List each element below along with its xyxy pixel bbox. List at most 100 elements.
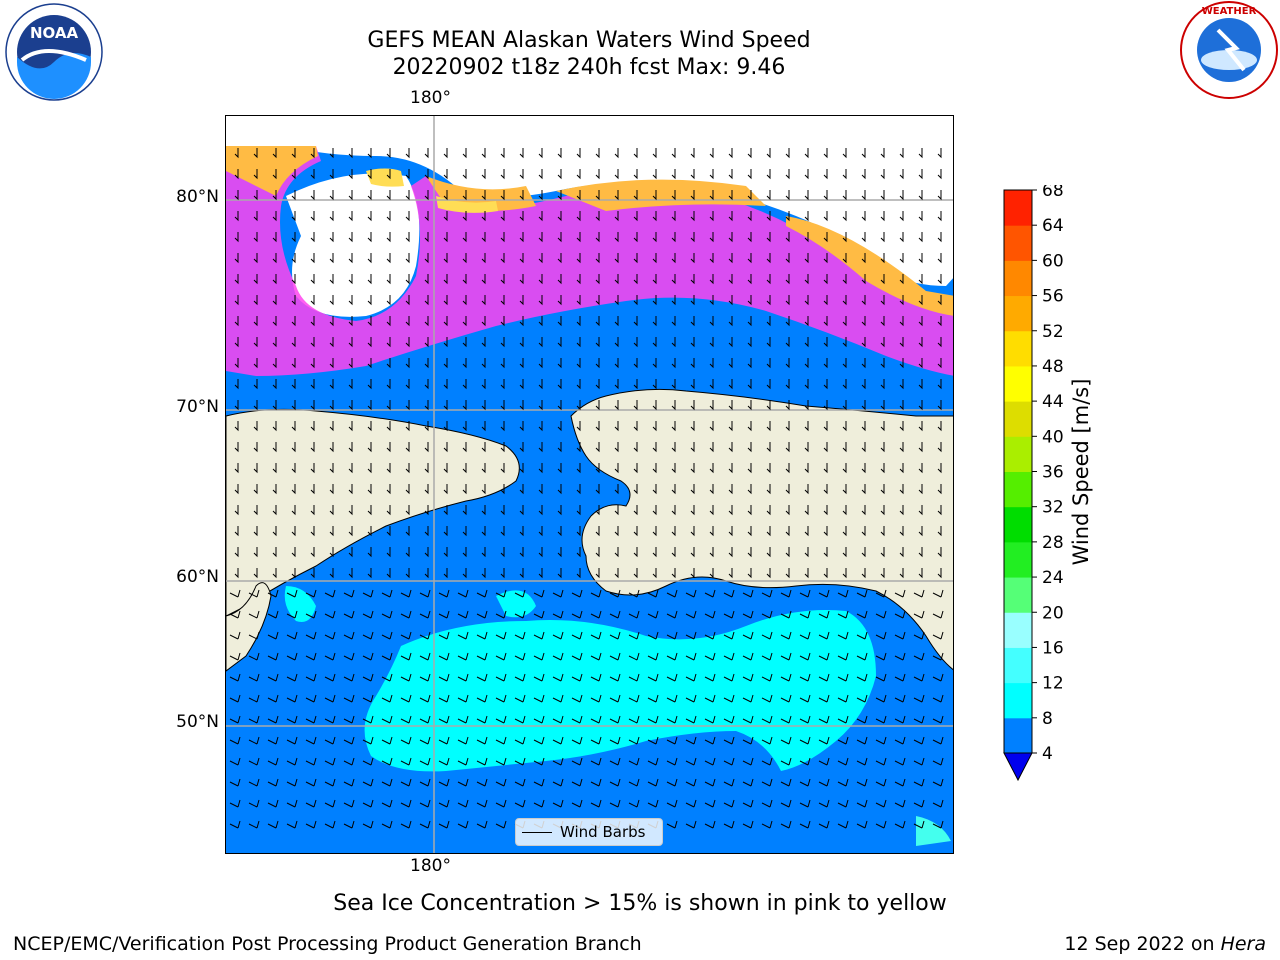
wind-barb <box>633 484 638 495</box>
wind-barb <box>443 547 448 558</box>
wind-barb <box>761 694 773 703</box>
wind-barb <box>804 484 809 495</box>
wind-barb <box>424 379 429 390</box>
wind-barb <box>362 778 374 787</box>
wind-barb <box>799 778 811 787</box>
lat-label-50n: 50°N <box>176 712 219 732</box>
colorbar-segment <box>1004 401 1032 437</box>
wind-barb <box>443 253 448 264</box>
wind-barb <box>291 148 296 159</box>
wind-barb <box>652 148 657 159</box>
wind-barb <box>310 211 315 222</box>
wind-barb <box>500 316 505 327</box>
wind-barb <box>899 337 904 348</box>
wind-barb <box>861 379 866 390</box>
wind-barb <box>690 337 695 348</box>
wind-barb <box>823 190 828 201</box>
wind-barb <box>918 169 923 180</box>
wind-barb <box>495 799 507 808</box>
wind-barb <box>481 148 486 159</box>
wind-barb <box>557 421 562 432</box>
wind-barb <box>272 253 277 264</box>
wind-barb <box>823 400 828 411</box>
wind-barb <box>476 589 488 598</box>
wind-barb <box>823 505 828 516</box>
wind-barb <box>481 211 486 222</box>
wind-barb <box>533 631 545 640</box>
wind-barb <box>291 253 296 264</box>
wind-barb <box>918 358 923 369</box>
wind-barb <box>761 778 773 787</box>
wind-barb <box>438 673 450 682</box>
wind-barb <box>405 379 410 390</box>
wind-barb <box>804 505 809 516</box>
wind-barb <box>386 274 391 285</box>
wind-barb <box>424 484 429 495</box>
wind-barb <box>457 820 469 829</box>
wind-barb <box>709 295 714 306</box>
wind-barb <box>367 505 372 516</box>
wind-barb <box>785 358 790 369</box>
wind-barb <box>804 148 809 159</box>
wind-barb <box>476 778 488 787</box>
wind-barb <box>837 589 849 598</box>
wind-barb <box>780 673 792 682</box>
wind-barb <box>476 652 488 661</box>
wind-barb <box>424 148 429 159</box>
wind-barb <box>614 316 619 327</box>
wind-barb <box>671 190 676 201</box>
wind-barb <box>728 211 733 222</box>
wind-barb <box>462 274 467 285</box>
wind-barb <box>405 337 410 348</box>
wind-barb <box>533 694 545 703</box>
wind-barb <box>614 358 619 369</box>
colorbar-label: Wind Speed [m/s] <box>1069 378 1093 566</box>
wind-barb <box>557 316 562 327</box>
wind-barb <box>310 337 315 348</box>
wind-barb <box>348 337 353 348</box>
wind-barb <box>780 631 792 640</box>
wind-barb <box>343 673 355 682</box>
wind-barb <box>785 400 790 411</box>
wind-barb <box>728 295 733 306</box>
wind-barb <box>590 631 602 640</box>
wind-barb <box>647 694 659 703</box>
wind-barb <box>443 484 448 495</box>
wind-barb <box>875 652 887 661</box>
wind-barb <box>590 736 602 745</box>
wind-barb <box>785 169 790 180</box>
wind-barb <box>709 253 714 264</box>
wind-barb <box>766 442 771 453</box>
wind-barb <box>899 421 904 432</box>
wind-barb <box>571 799 583 808</box>
wind-barb <box>533 673 545 682</box>
wind-barb <box>481 358 486 369</box>
wind-barb <box>291 484 296 495</box>
wind-barb <box>747 358 752 369</box>
wind-barb <box>880 190 885 201</box>
wind-barb <box>856 589 868 598</box>
wind-barb <box>899 211 904 222</box>
wind-barb <box>576 253 581 264</box>
wind-barb <box>443 274 448 285</box>
wind-barb <box>305 694 317 703</box>
wind-barb <box>633 442 638 453</box>
wind-barb <box>495 820 507 829</box>
wind-barb <box>234 505 239 516</box>
wind-barb <box>329 337 334 348</box>
credit-date-text: 12 Sep 2022 on <box>1064 933 1221 955</box>
chart-subtitle: 20220902 t18z 240h fcst Max: 9.46 <box>392 55 786 80</box>
wind-barb <box>842 316 847 327</box>
wind-barb <box>880 547 885 558</box>
wind-barb <box>842 442 847 453</box>
wind-barb <box>495 652 507 661</box>
wind-barb <box>481 337 486 348</box>
wind-barb <box>932 778 944 787</box>
wind-barb <box>880 379 885 390</box>
wind-barb <box>405 211 410 222</box>
wind-barb <box>424 526 429 537</box>
wind-barb <box>894 652 906 661</box>
wind-barb <box>457 715 469 724</box>
wind-barb <box>628 673 640 682</box>
wind-barb <box>937 379 942 390</box>
